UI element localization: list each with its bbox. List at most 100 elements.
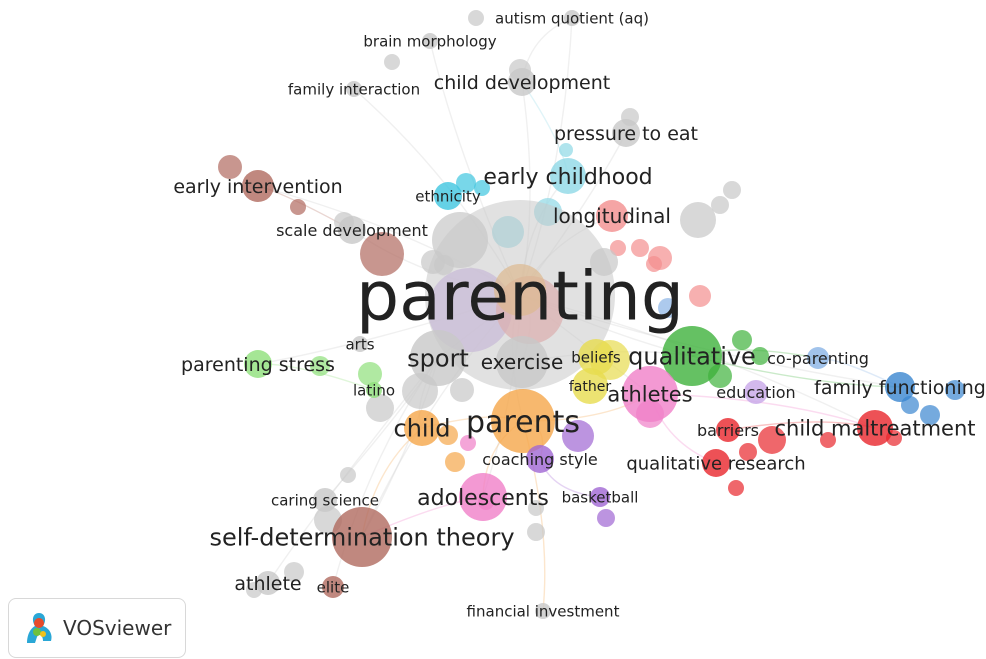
vosviewer-logo[interactable]: VOSviewer <box>8 598 186 658</box>
node-parenting-stress[interactable] <box>244 350 272 378</box>
label-family-functioning[interactable]: family functioning <box>814 377 986 399</box>
bubble-unlabeled[interactable] <box>597 509 615 527</box>
bubble-unlabeled[interactable] <box>468 10 484 26</box>
label-qualitative-research[interactable]: qualitative research <box>626 453 805 474</box>
bubble-unlabeled[interactable] <box>820 432 836 448</box>
label-adolescents[interactable]: adolescents <box>417 486 549 511</box>
node-family-interaction[interactable] <box>346 81 362 97</box>
label-father[interactable]: father <box>569 379 611 395</box>
bubble-unlabeled[interactable] <box>474 180 490 196</box>
bubble-unlabeled[interactable] <box>723 181 741 199</box>
node-father[interactable] <box>572 368 608 404</box>
label-longitudinal[interactable]: longitudinal <box>553 204 671 228</box>
node-co-parenting[interactable] <box>807 347 829 369</box>
node-basketball[interactable] <box>590 487 610 507</box>
label-athletes[interactable]: athletes <box>607 383 692 407</box>
label-basketball[interactable]: basketball <box>562 488 639 506</box>
node-financial-investment[interactable] <box>535 603 551 619</box>
bubble-unlabeled[interactable] <box>732 330 752 350</box>
node-early-childhood[interactable] <box>550 158 586 194</box>
node-arts[interactable] <box>352 336 368 352</box>
label-autism-quotient[interactable]: autism quotient (aq) <box>495 9 649 27</box>
bubble-unlabeled[interactable] <box>445 452 465 472</box>
bubble-unlabeled[interactable] <box>284 562 304 582</box>
bubble-unlabeled[interactable] <box>711 196 729 214</box>
bubble-unlabeled[interactable] <box>562 420 594 452</box>
label-ethnicity[interactable]: ethnicity <box>415 187 481 205</box>
bubble-unlabeled[interactable] <box>340 467 356 483</box>
node-scale-development[interactable] <box>338 216 366 244</box>
bubble-unlabeled[interactable] <box>456 173 476 193</box>
node-elite[interactable] <box>322 576 344 598</box>
bubble-unlabeled[interactable] <box>384 54 400 70</box>
node-longitudinal[interactable] <box>596 200 628 232</box>
label-financial-investment[interactable]: financial investment <box>467 602 620 620</box>
node-ethnicity[interactable] <box>434 182 462 210</box>
node-autism-quotient[interactable] <box>564 10 580 26</box>
node-child-development[interactable] <box>508 68 536 96</box>
label-brain-morphology[interactable]: brain morphology <box>363 32 496 50</box>
bubble-unlabeled[interactable] <box>758 426 786 454</box>
bubble-unlabeled[interactable] <box>680 202 716 238</box>
node-caring-science[interactable] <box>313 488 337 512</box>
label-pressure-to-eat[interactable]: pressure to eat <box>554 123 698 145</box>
bubble-unlabeled[interactable] <box>920 405 940 425</box>
label-parenting[interactable]: parenting <box>356 257 684 336</box>
label-parenting-stress[interactable]: parenting stress <box>181 354 335 376</box>
label-early-childhood[interactable]: early childhood <box>483 165 652 190</box>
label-family-interaction[interactable]: family interaction <box>288 80 420 98</box>
label-beliefs[interactable]: beliefs <box>571 348 621 366</box>
label-child[interactable]: child <box>394 415 451 443</box>
label-latino[interactable]: latino <box>353 381 395 399</box>
node-qualitative-research[interactable] <box>702 449 730 477</box>
bubble-unlabeled[interactable] <box>658 298 678 318</box>
label-child-maltreatment[interactable]: child maltreatment <box>774 417 975 441</box>
bubble-unlabeled[interactable] <box>310 356 330 376</box>
node-sport[interactable] <box>410 330 466 386</box>
bubble-unlabeled[interactable] <box>739 443 757 461</box>
bubble-unlabeled[interactable] <box>646 256 662 272</box>
node-early-intervention[interactable] <box>242 170 274 202</box>
node-education[interactable] <box>744 380 768 404</box>
bubble-unlabeled[interactable] <box>751 347 769 365</box>
label-elite[interactable]: elite <box>317 578 350 596</box>
bubble-unlabeled[interactable] <box>689 285 711 307</box>
node-child-maltreatment[interactable] <box>857 410 893 446</box>
label-scale-development[interactable]: scale development <box>276 221 428 240</box>
node-coaching-style[interactable] <box>526 445 554 473</box>
bubble-unlabeled[interactable] <box>358 362 382 386</box>
bubble-unlabeled[interactable] <box>218 155 242 179</box>
bubble-unlabeled[interactable] <box>610 240 626 256</box>
bubble-unlabeled[interactable] <box>559 143 573 157</box>
bubble-unlabeled[interactable] <box>528 500 544 516</box>
bubble-unlabeled[interactable] <box>450 378 474 402</box>
node-athletes[interactable] <box>622 366 678 422</box>
label-qualitative[interactable]: qualitative <box>628 343 756 371</box>
node-beliefs[interactable] <box>578 339 614 375</box>
node-self-determination-theory[interactable] <box>332 507 392 567</box>
label-athlete[interactable]: athlete <box>234 573 301 595</box>
label-self-determination-theory[interactable]: self-determination theory <box>209 524 514 552</box>
label-caring-science[interactable]: caring science <box>271 491 379 509</box>
label-education[interactable]: education <box>716 383 795 402</box>
node-exercise[interactable] <box>496 336 548 388</box>
bubble-unlabeled[interactable] <box>728 480 744 496</box>
node-parenting[interactable] <box>425 200 615 390</box>
bubble-unlabeled[interactable] <box>460 435 476 451</box>
label-arts[interactable]: arts <box>345 335 374 353</box>
node-pressure-to-eat[interactable] <box>612 119 640 147</box>
node-family-functioning[interactable] <box>885 372 915 402</box>
bubble-unlabeled[interactable] <box>631 239 649 257</box>
bubble-unlabeled[interactable] <box>527 523 545 541</box>
label-parents[interactable]: parents <box>466 405 580 440</box>
label-early-intervention[interactable]: early intervention <box>173 176 342 198</box>
bubble-unlabeled[interactable] <box>438 425 458 445</box>
label-exercise[interactable]: exercise <box>481 350 564 374</box>
node-parents[interactable] <box>491 389 555 453</box>
node-barriers[interactable] <box>716 418 740 442</box>
node-qualitative[interactable] <box>662 326 722 386</box>
node-athlete[interactable] <box>256 571 280 595</box>
node-brain-morphology[interactable] <box>422 33 438 49</box>
node-adolescents[interactable] <box>459 473 507 521</box>
